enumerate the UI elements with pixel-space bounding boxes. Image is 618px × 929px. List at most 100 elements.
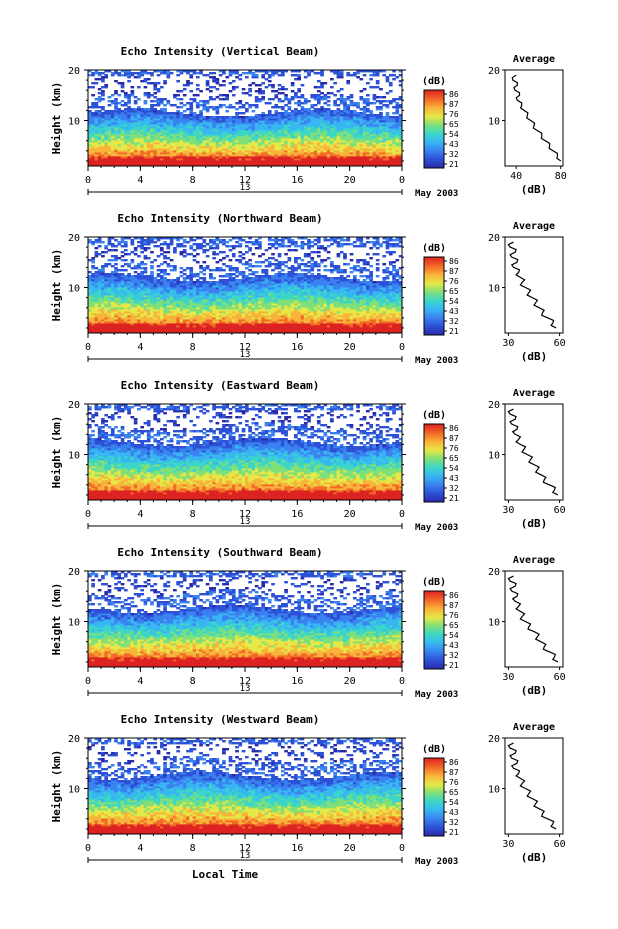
heatmap-cell — [277, 120, 282, 123]
heatmap-cell — [326, 132, 331, 135]
heatmap-cell — [349, 142, 354, 145]
heatmap-cell — [287, 164, 292, 167]
heatmap-cell — [127, 112, 131, 115]
heatmap-cell — [369, 317, 373, 320]
heatmap-cell — [192, 327, 197, 330]
heatmap-cell — [339, 112, 344, 115]
heatmap-cell — [254, 164, 259, 167]
heatmap-cell — [137, 325, 141, 328]
heatmap-cell — [114, 100, 118, 103]
heatmap-cell — [369, 154, 373, 157]
heatmap-cell — [94, 142, 99, 145]
heatmap-cell — [287, 150, 292, 153]
heatmap-cell — [140, 158, 144, 161]
heatmap-cell — [176, 329, 180, 332]
heatmap-cell — [382, 317, 387, 320]
heatmap-cell — [267, 323, 272, 326]
x-tick-label: 16 — [291, 175, 303, 186]
heatmap-cell — [356, 327, 360, 330]
heatmap-cell — [199, 154, 203, 157]
heatmap-cell — [166, 142, 171, 145]
heatmap-cell — [398, 74, 403, 77]
heatmap-cell — [143, 299, 148, 302]
heatmap-cell — [146, 305, 151, 308]
heatmap-cell — [326, 311, 331, 314]
heatmap-cell — [372, 319, 377, 322]
heatmap-cell — [349, 100, 354, 103]
heatmap-cell — [110, 321, 115, 324]
heatmap-cell — [146, 309, 151, 312]
heatmap-cell — [143, 128, 148, 131]
heatmap-cell — [303, 317, 308, 320]
heatmap-cell — [251, 327, 256, 330]
heatmap-cell — [310, 307, 315, 310]
heatmap-cell — [189, 134, 194, 137]
heatmap-cell — [176, 140, 180, 143]
heatmap-cell — [212, 78, 216, 81]
heatmap-cell — [398, 325, 403, 328]
heatmap-cell — [218, 150, 223, 153]
heatmap-cell — [150, 307, 154, 310]
heatmap-cell — [271, 106, 275, 109]
heatmap-cell — [375, 329, 380, 332]
heatmap-cell — [264, 158, 269, 161]
heatmap-cell — [195, 331, 200, 334]
heatmap-cell — [320, 150, 324, 153]
heatmap-cell — [320, 124, 324, 127]
heatmap-cell — [235, 112, 239, 115]
heatmap-cell — [140, 299, 144, 302]
heatmap-cell — [110, 122, 115, 125]
heatmap-cell — [88, 301, 92, 304]
heatmap-cell — [120, 116, 125, 119]
heatmap-cell — [280, 140, 285, 143]
heatmap-cell — [277, 100, 282, 103]
heatmap-cell — [238, 100, 243, 103]
heatmap-cell — [277, 150, 282, 153]
heatmap-cell — [123, 136, 128, 139]
heatmap-cell — [212, 146, 216, 149]
heatmap-cell — [238, 126, 243, 129]
heatmap-cell — [146, 313, 151, 316]
heatmap-cell — [222, 94, 226, 97]
heatmap-cell — [271, 156, 275, 159]
heatmap-cell — [225, 140, 230, 143]
heatmap-cell — [330, 309, 334, 312]
heatmap-cell — [123, 128, 128, 131]
heatmap-cell — [356, 114, 360, 117]
heatmap-cell — [205, 106, 210, 109]
heatmap-cell — [137, 128, 141, 131]
heatmap-cell — [127, 120, 131, 123]
heatmap-cell — [153, 160, 158, 163]
heatmap-cell — [346, 120, 351, 123]
heatmap-cell — [159, 305, 164, 308]
heatmap-cell — [110, 307, 115, 310]
heatmap-cell — [156, 116, 161, 119]
heatmap-cell — [326, 309, 331, 312]
heatmap-cell — [107, 116, 112, 119]
heatmap-cell — [385, 325, 390, 328]
heatmap-cell — [173, 146, 177, 149]
heatmap-cell — [163, 164, 167, 167]
heatmap-cell — [218, 299, 223, 302]
heatmap-cell — [156, 299, 161, 302]
heatmap-cell — [330, 116, 334, 119]
heatmap-cell — [294, 126, 298, 129]
heatmap-cell — [248, 323, 252, 326]
heatmap-cell — [274, 313, 279, 316]
heatmap-cell — [179, 102, 184, 105]
heatmap-cell — [271, 158, 275, 161]
heatmap-cell — [372, 124, 377, 127]
heatmap-cell — [173, 327, 177, 330]
heatmap-cell — [333, 309, 337, 312]
heatmap-cell — [140, 142, 144, 145]
heatmap-cell — [320, 114, 324, 117]
x-tick-label: 0 — [399, 175, 405, 186]
heatmap-cell — [349, 112, 354, 115]
heatmap-cell — [137, 144, 141, 147]
heatmap-cell — [326, 96, 331, 99]
heatmap-cell — [91, 158, 95, 161]
heatmap-cell — [310, 148, 315, 151]
heatmap-cell — [352, 72, 357, 75]
heatmap-cell — [163, 114, 167, 117]
heatmap-cell — [179, 317, 184, 320]
